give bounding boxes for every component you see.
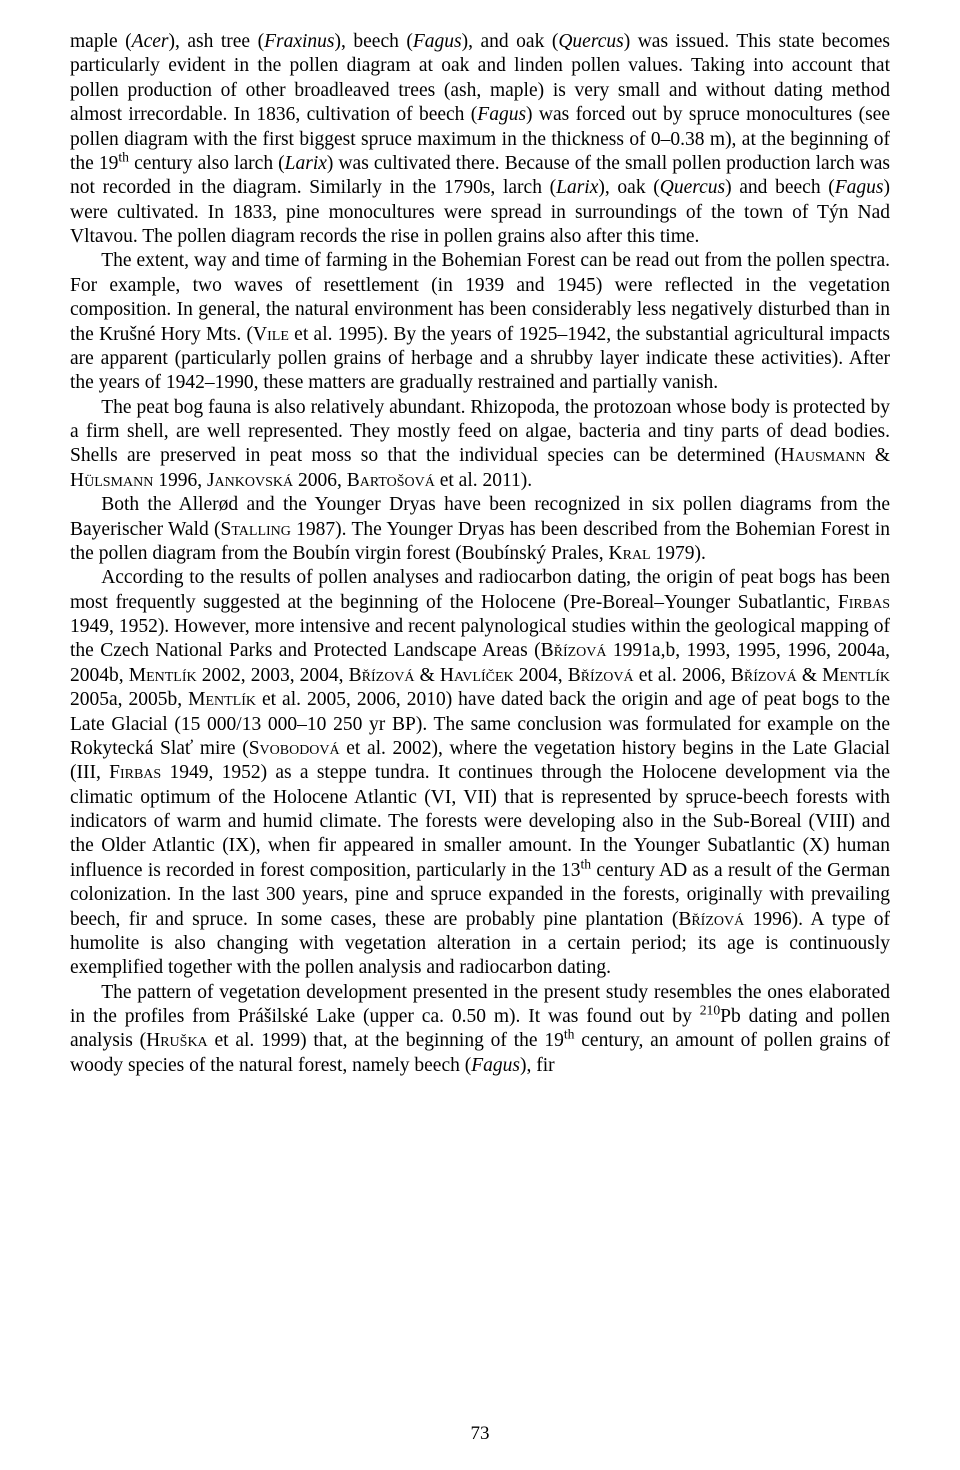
- body-paragraph: The peat bog fauna is also relatively ab…: [70, 396, 890, 494]
- page-number: 73: [0, 1423, 960, 1445]
- body-paragraph: The extent, way and time of farming in t…: [70, 249, 890, 395]
- body-paragraph: According to the results of pollen analy…: [70, 566, 890, 980]
- body-paragraph: maple (Acer), ash tree (Fraxinus), beech…: [70, 30, 890, 249]
- body-paragraph: The pattern of vegetation development pr…: [70, 981, 890, 1079]
- document-page: maple (Acer), ash tree (Fraxinus), beech…: [0, 0, 960, 1470]
- body-paragraph: Both the Allerød and the Younger Dryas h…: [70, 493, 890, 566]
